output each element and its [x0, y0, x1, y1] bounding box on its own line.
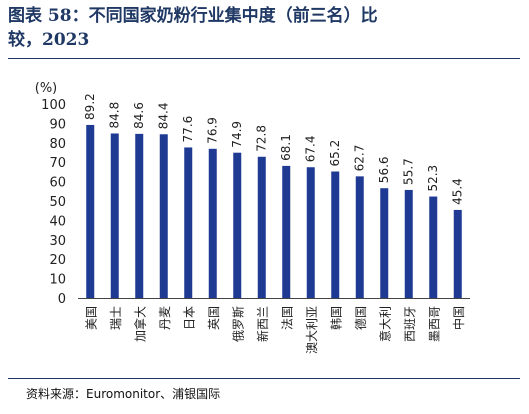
bar [135, 133, 144, 298]
bar [184, 147, 193, 298]
x-tick-label: 中国 [451, 306, 466, 330]
y-axis-label: (%) [35, 81, 58, 96]
bar [159, 134, 168, 298]
x-tick-label: 意大利 [377, 306, 392, 342]
x-tick-label: 俄罗斯 [231, 306, 245, 342]
bar-value-label: 77.6 [181, 116, 195, 143]
bar-value-label: 68.1 [279, 134, 293, 161]
x-tick-label: 墨西哥 [427, 306, 441, 342]
y-tick-label: 100 [41, 98, 66, 113]
bar [208, 148, 217, 298]
bar [429, 196, 438, 298]
bar [380, 188, 389, 298]
bar [110, 133, 119, 298]
bar-value-label: 84.8 [108, 102, 122, 129]
bar-value-label: 65.2 [328, 140, 342, 167]
y-tick-label: 40 [49, 214, 66, 229]
bar-value-label: 55.7 [402, 158, 416, 185]
footer-divider [8, 378, 520, 379]
x-tick-label: 韩国 [328, 306, 343, 330]
bar-value-label: 89.2 [83, 93, 97, 120]
x-tick-label: 澳大利亚 [305, 306, 319, 354]
y-tick-label: 80 [49, 137, 66, 152]
bar-value-label: 84.4 [157, 103, 171, 130]
chart-title-line-2: 较，2023 [8, 30, 90, 50]
bar [306, 167, 315, 298]
y-tick-label: 20 [49, 253, 66, 268]
bar [404, 189, 413, 298]
bar-value-label: 76.9 [206, 117, 220, 144]
source-note: 资料来源：Euromonitor、浦银国际 [26, 387, 221, 401]
bar [282, 165, 291, 298]
bar-value-label: 74.9 [230, 121, 244, 148]
x-tick-label: 法国 [280, 306, 294, 330]
y-tick-label: 50 [49, 195, 66, 210]
bar-value-label: 62.7 [353, 145, 367, 172]
bar [233, 152, 242, 298]
bar-value-label: 56.6 [377, 156, 391, 183]
chart-title-line-1: 图表 58：不同国家奶粉行业集中度（前三名）比 [8, 6, 378, 26]
x-tick-label: 西班牙 [403, 306, 417, 342]
y-tick-label: 90 [49, 117, 66, 132]
y-tick-label: 10 [49, 273, 66, 288]
bar [355, 176, 364, 298]
x-tick-label: 丹麦 [158, 306, 172, 330]
x-tick-label: 日本 [182, 306, 196, 330]
bar-value-label: 52.3 [426, 165, 440, 192]
y-tick-label: 0 [58, 292, 66, 307]
bar [86, 124, 95, 299]
bar-value-label: 67.4 [304, 136, 318, 163]
title-divider [8, 58, 520, 59]
x-tick-label: 加拿大 [132, 306, 147, 342]
x-tick-label: 德国 [353, 306, 368, 330]
bar [257, 156, 266, 298]
x-tick-label: 美国 [84, 306, 98, 330]
bar [331, 171, 340, 298]
bar-value-label: 84.6 [132, 102, 146, 129]
chart-title: 图表 58：不同国家奶粉行业集中度（前三名）比 较，2023 [8, 4, 523, 52]
x-tick-label: 英国 [207, 306, 221, 330]
bar-value-label: 45.4 [451, 178, 465, 205]
bar-value-label: 72.8 [255, 125, 269, 152]
y-tick-label: 70 [49, 156, 66, 171]
y-tick-label: 30 [49, 234, 66, 249]
x-tick-label: 瑞士 [109, 306, 123, 330]
y-tick-label: 60 [49, 176, 66, 191]
x-tick-label: 新西兰 [255, 306, 270, 342]
bar [453, 209, 462, 298]
